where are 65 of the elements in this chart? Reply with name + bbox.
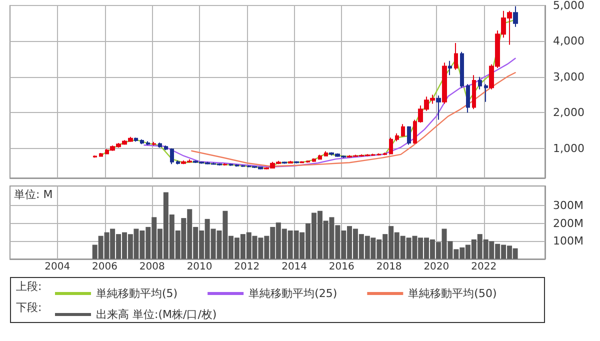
candlestick bbox=[395, 132, 399, 142]
candlestick bbox=[377, 152, 381, 156]
candlestick bbox=[306, 160, 310, 164]
legend-label: 出来高 単位:(M株/口/枚) bbox=[96, 308, 217, 321]
legend-label: 単純移動平均(25) bbox=[248, 287, 338, 300]
candlestick bbox=[164, 145, 168, 151]
candlestick bbox=[235, 164, 239, 168]
candlestick bbox=[318, 154, 322, 160]
legend-label: 単純移動平均(5) bbox=[96, 287, 178, 300]
candlestick bbox=[472, 74, 476, 110]
candlestick bbox=[484, 84, 488, 102]
y-tick-label: 5,000 bbox=[553, 0, 584, 12]
x-tick-label: 2018 bbox=[376, 262, 402, 272]
y-tick-label: 300M bbox=[553, 199, 584, 212]
candlestick bbox=[460, 51, 464, 88]
candlestick bbox=[436, 95, 441, 120]
candlestick bbox=[466, 84, 470, 114]
y-tick-label: 2,000 bbox=[553, 106, 584, 120]
y-tick-label: 4,000 bbox=[553, 34, 584, 48]
candlestick bbox=[294, 160, 299, 164]
candlestick bbox=[241, 164, 245, 168]
candlestick bbox=[152, 141, 156, 146]
x-tick-label: 2012 bbox=[234, 262, 260, 272]
candlestick bbox=[478, 76, 482, 90]
candlestick bbox=[158, 142, 162, 148]
x-tick-label: 2006 bbox=[92, 262, 118, 272]
candlestick bbox=[513, 6, 518, 28]
candlestick bbox=[288, 160, 293, 164]
candlestick bbox=[312, 158, 316, 162]
candlestick bbox=[282, 161, 287, 164]
x-tick-label: 2014 bbox=[282, 262, 308, 272]
line-series bbox=[191, 72, 516, 167]
candlestick bbox=[407, 126, 411, 146]
text: 下段: bbox=[16, 301, 42, 314]
x-tick-label: 2010 bbox=[186, 262, 212, 272]
y-tick-label: 100M bbox=[553, 234, 584, 248]
candlestick bbox=[300, 160, 304, 164]
candlestick bbox=[383, 152, 387, 156]
candlestick bbox=[146, 140, 150, 146]
candlestick bbox=[324, 150, 328, 157]
y-tick-label: 1,000 bbox=[553, 142, 584, 155]
x-tick-label: 2020 bbox=[424, 262, 450, 272]
legend-label: 単純移動平均(50) bbox=[408, 287, 497, 300]
x-tick-label: 2008 bbox=[139, 262, 165, 272]
candlestick bbox=[223, 162, 227, 166]
line-series bbox=[144, 58, 516, 168]
candlestick bbox=[176, 160, 180, 165]
x-tick-label: 2016 bbox=[328, 262, 354, 272]
candlestick bbox=[442, 62, 447, 104]
candlestick bbox=[99, 152, 103, 158]
y-axis-title: 単位: M bbox=[14, 188, 53, 201]
candlestick bbox=[93, 155, 97, 158]
text: 上段: bbox=[16, 280, 42, 293]
candlestick bbox=[389, 137, 393, 155]
candlestick bbox=[140, 138, 144, 145]
candlestick bbox=[170, 148, 174, 165]
candlestick bbox=[134, 137, 138, 142]
candlestick bbox=[448, 60, 452, 76]
x-tick-label: 2022 bbox=[471, 262, 497, 272]
candlestick bbox=[454, 42, 458, 70]
candlestick bbox=[401, 124, 405, 138]
candlestick bbox=[229, 163, 233, 166]
x-tick-label: 2004 bbox=[44, 262, 70, 272]
y-tick-label: 200M bbox=[553, 216, 584, 230]
y-tick-label: 3,000 bbox=[553, 70, 584, 84]
